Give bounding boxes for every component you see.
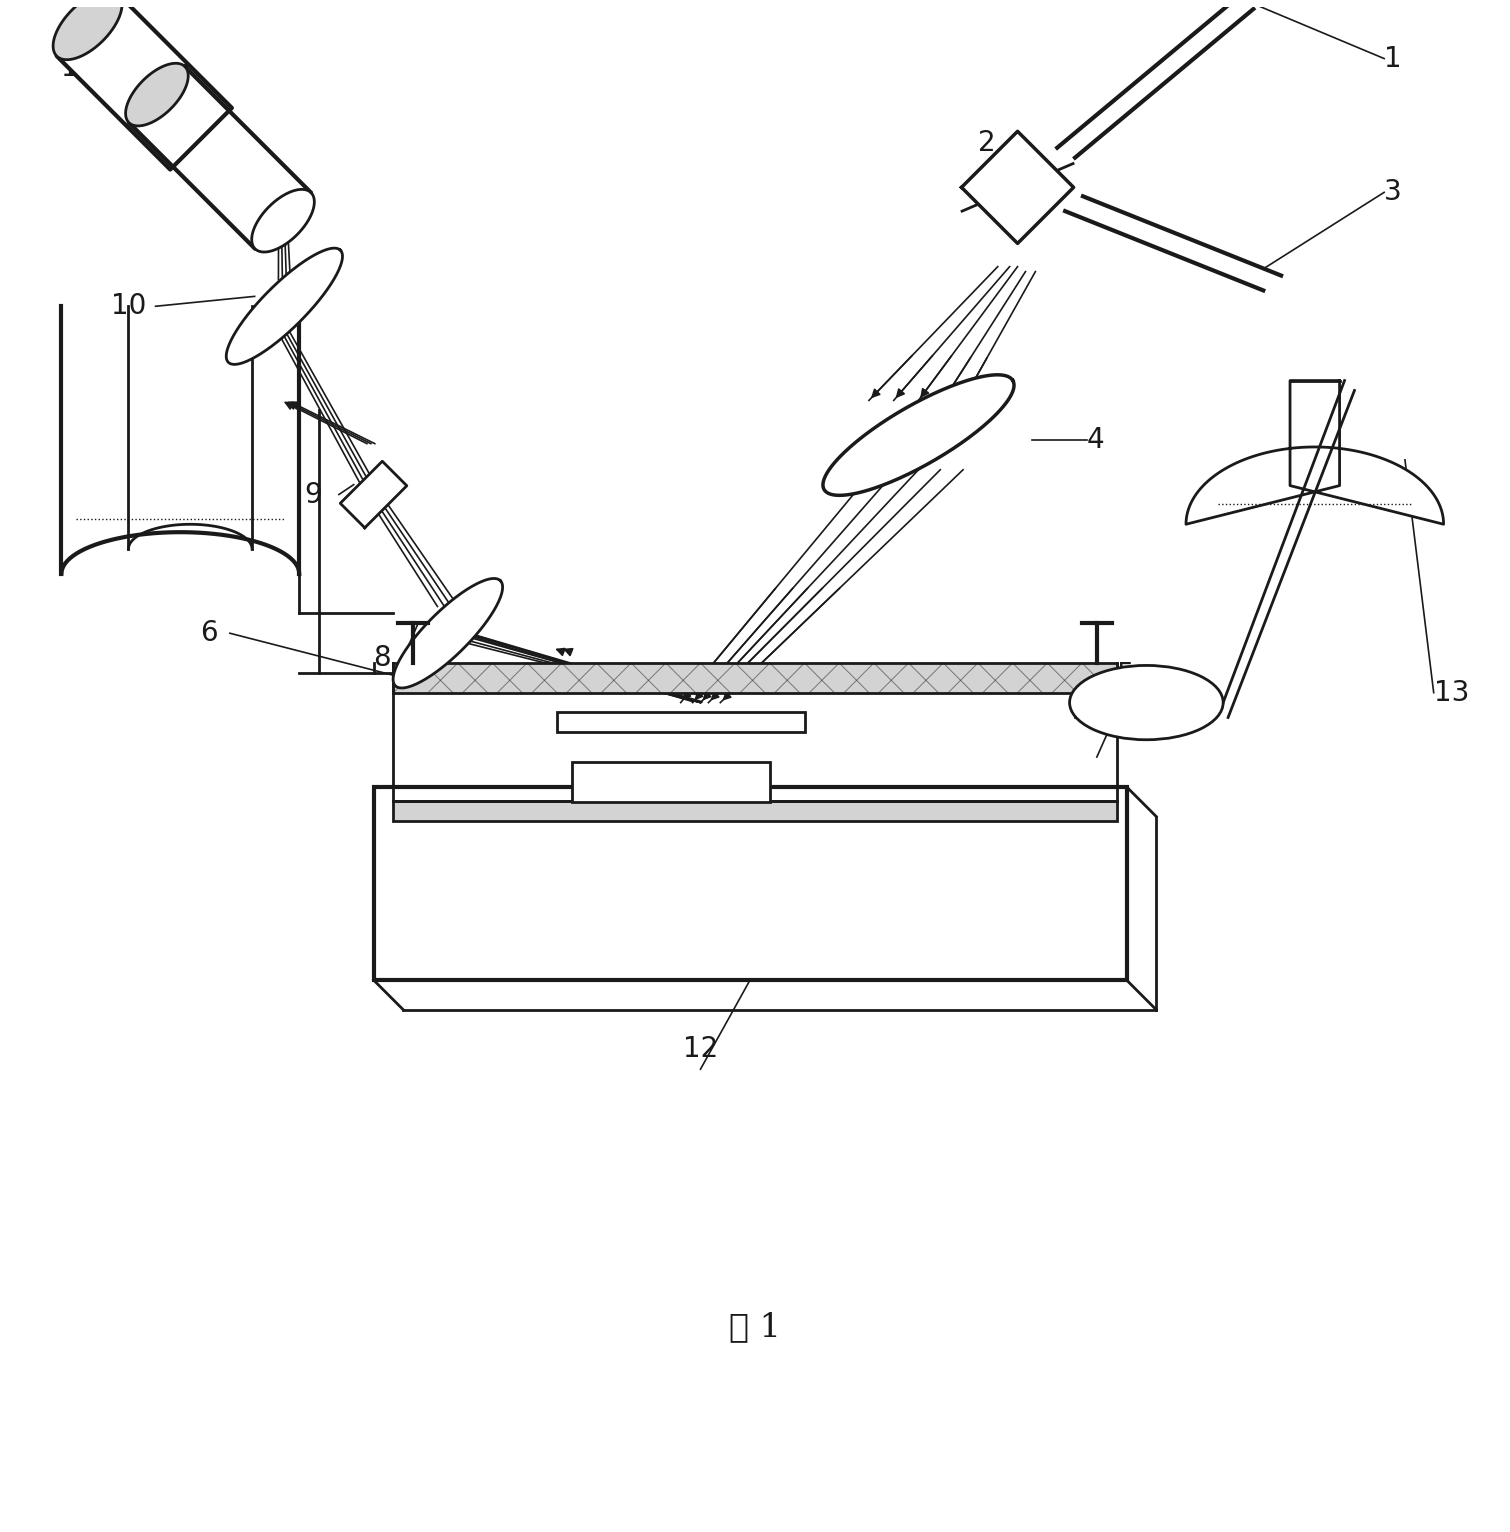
Bar	[557, 712, 805, 732]
Text: 7: 7	[1116, 699, 1134, 726]
Text: 9: 9	[304, 481, 322, 509]
Text: 3: 3	[1385, 178, 1401, 207]
Text: 2: 2	[978, 129, 995, 156]
Polygon shape	[823, 375, 1015, 495]
Polygon shape	[128, 66, 311, 248]
Polygon shape	[226, 248, 343, 365]
Polygon shape	[340, 461, 406, 529]
Text: 5: 5	[1116, 660, 1134, 689]
Text: 图 1: 图 1	[729, 1311, 781, 1342]
Polygon shape	[57, 0, 233, 170]
Bar	[373, 787, 1126, 980]
Polygon shape	[125, 63, 189, 126]
Bar	[394, 663, 1116, 692]
Polygon shape	[53, 0, 122, 60]
Ellipse shape	[1069, 665, 1223, 740]
Text: 11: 11	[62, 55, 97, 83]
Text: 1: 1	[1385, 44, 1401, 72]
Text: 6: 6	[201, 619, 217, 647]
Polygon shape	[1185, 380, 1444, 524]
Polygon shape	[393, 579, 503, 688]
Text: 12: 12	[683, 1036, 719, 1063]
Polygon shape	[252, 190, 314, 253]
Text: 10: 10	[110, 293, 146, 320]
Text: 4: 4	[1087, 426, 1104, 453]
Bar	[394, 801, 1116, 821]
Text: 8: 8	[373, 643, 391, 673]
Bar	[572, 761, 770, 801]
Text: 13: 13	[1433, 679, 1469, 706]
Polygon shape	[962, 132, 1074, 244]
